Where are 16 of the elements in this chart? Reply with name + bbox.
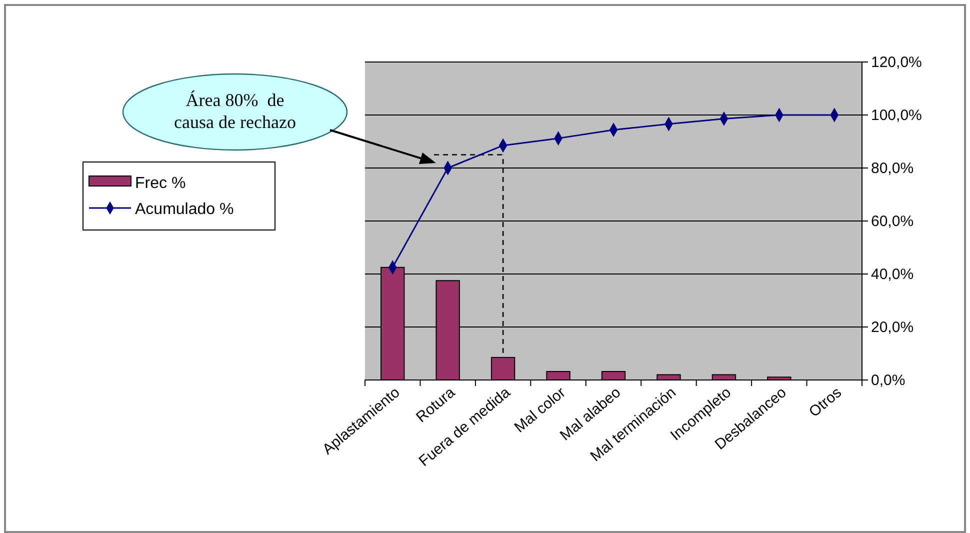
text: Área 80% de causa de rechazo [174, 90, 296, 132]
legend-label: Acumulado % [135, 201, 234, 218]
bar [490, 356, 516, 380]
y-tick-label: 0,0% [871, 372, 906, 389]
legend-label: Frec % [135, 175, 186, 192]
y-tick-label: 80,0% [871, 160, 914, 177]
y-tick-label: 100,0% [871, 106, 922, 124]
bar [601, 371, 626, 380]
y-tick-label: 120,0% [871, 54, 922, 71]
y-tick-label: 20,0% [871, 318, 914, 336]
bar [546, 371, 570, 380]
y-tick-label: 60,0% [871, 212, 914, 230]
bar [712, 374, 736, 380]
bar [767, 376, 792, 380]
bar [656, 374, 681, 380]
y-tick-label: 40,0% [871, 266, 914, 283]
